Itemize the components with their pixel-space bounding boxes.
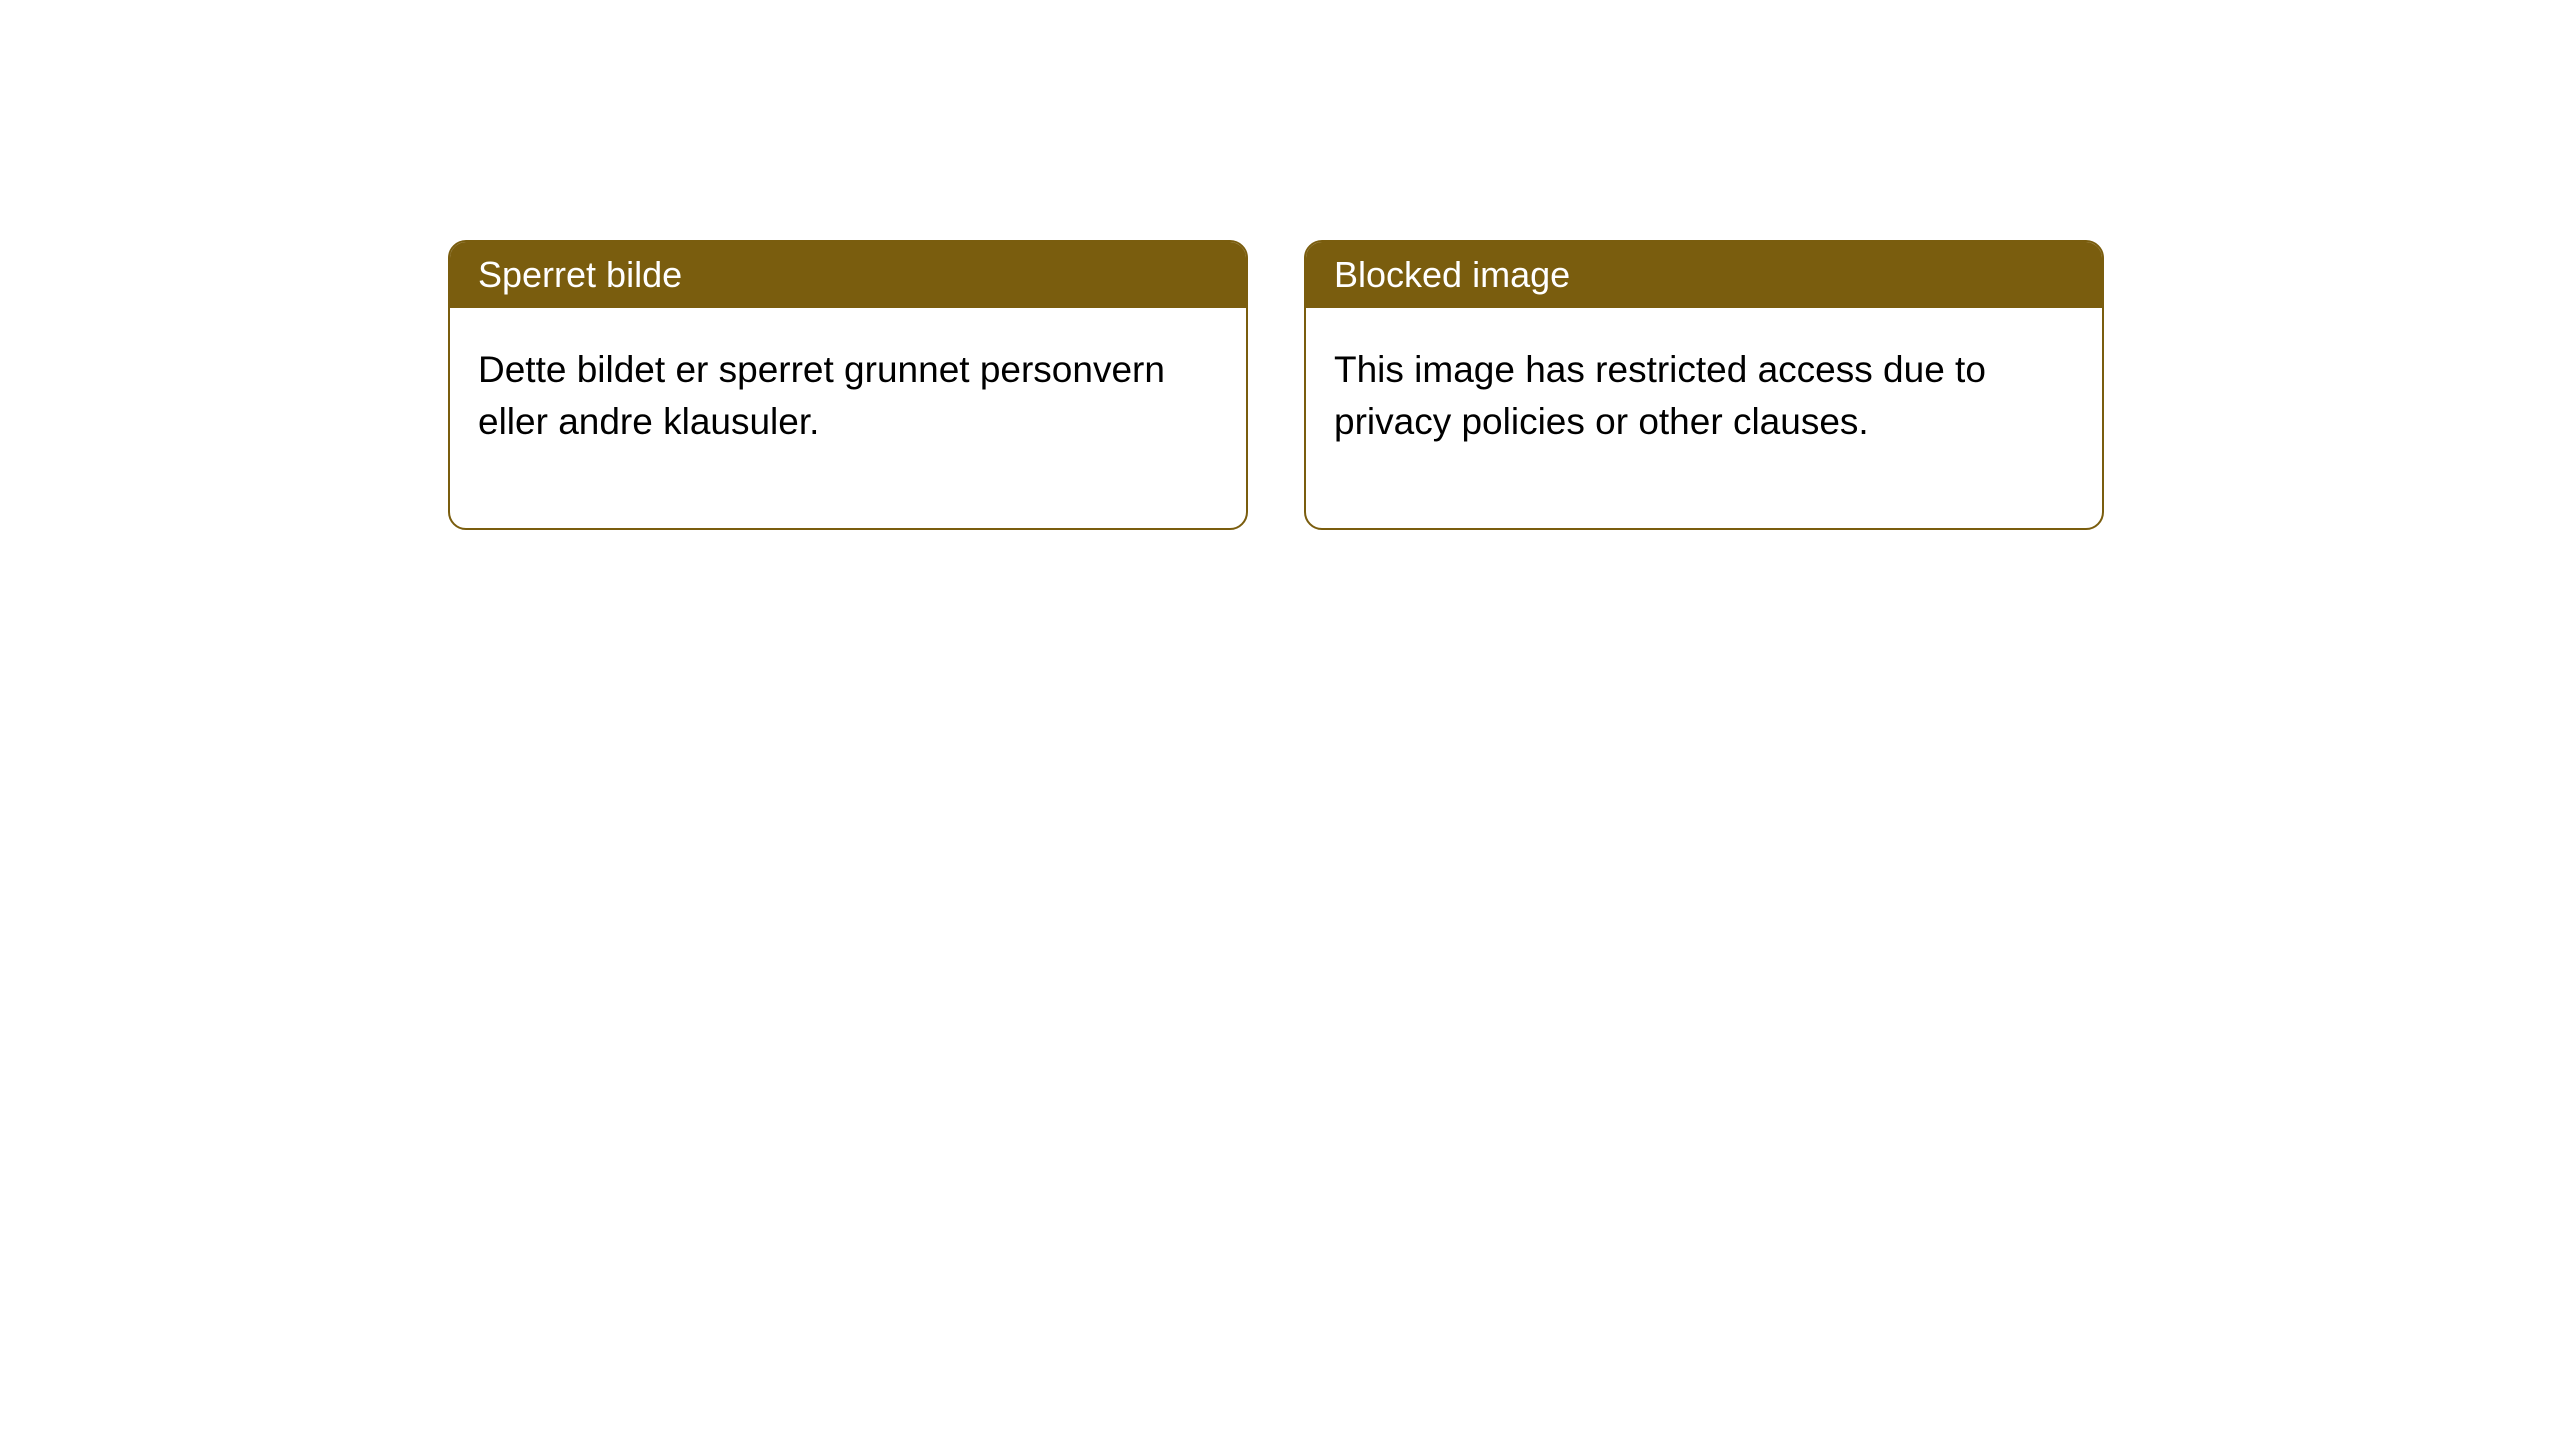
notice-body: Dette bildet er sperret grunnet personve…	[450, 308, 1246, 528]
notice-box-english: Blocked image This image has restricted …	[1304, 240, 2104, 530]
notice-header: Sperret bilde	[450, 242, 1246, 308]
notice-box-norwegian: Sperret bilde Dette bildet er sperret gr…	[448, 240, 1248, 530]
notice-header: Blocked image	[1306, 242, 2102, 308]
notice-container: Sperret bilde Dette bildet er sperret gr…	[0, 0, 2560, 530]
notice-body: This image has restricted access due to …	[1306, 308, 2102, 528]
